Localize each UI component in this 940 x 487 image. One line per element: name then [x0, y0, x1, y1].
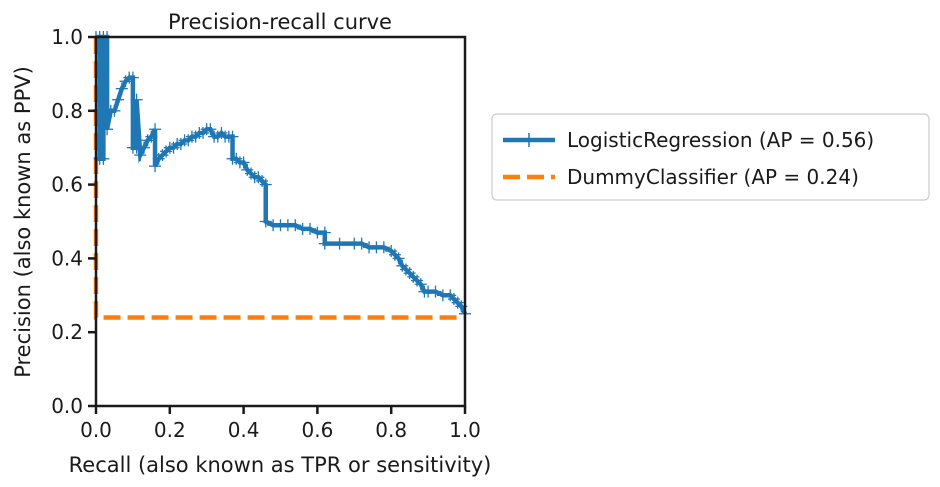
x-axis-ticks: 0.0 0.2 0.4 0.6 0.8 1.0 — [80, 406, 481, 442]
y-tick-label: 0.6 — [51, 173, 83, 197]
y-tick-label: 0.0 — [51, 394, 83, 418]
series-point — [259, 178, 272, 191]
x-tick-label: 0.6 — [301, 418, 333, 442]
series-point — [137, 141, 150, 154]
series-point — [134, 149, 147, 162]
x-tick-label: 0.0 — [80, 418, 112, 442]
series-point — [145, 130, 158, 143]
y-tick-label: 1.0 — [51, 25, 83, 49]
series-point — [414, 278, 427, 291]
series-point — [115, 82, 128, 95]
y-tick-label: 0.2 — [51, 320, 83, 344]
y-axis-ticks: 0.0 0.2 0.4 0.6 0.8 1.0 — [51, 25, 96, 418]
series-point — [429, 285, 442, 298]
legend-plus-marker-logistic — [522, 133, 536, 147]
plot-area — [90, 31, 471, 320]
series-point — [112, 93, 125, 106]
series-point — [259, 215, 272, 228]
series-point — [237, 156, 250, 169]
legend-box — [491, 113, 930, 201]
series-point — [149, 160, 162, 173]
x-tick-label: 0.4 — [228, 418, 260, 442]
legend-label-logistic: LogisticRegression (AP = 0.56) — [567, 128, 874, 152]
series-point — [318, 237, 331, 250]
series-point — [392, 252, 405, 265]
x-tick-label: 0.2 — [154, 418, 186, 442]
y-tick-label: 0.8 — [51, 99, 83, 123]
series-point — [204, 123, 217, 136]
series-point — [318, 226, 331, 239]
series-point — [304, 222, 317, 235]
series-point — [126, 71, 139, 84]
x-tick-label: 1.0 — [449, 418, 481, 442]
series-point — [130, 93, 143, 106]
chart-title: Precision-recall curve — [168, 10, 392, 34]
series-point — [101, 123, 114, 136]
series-point — [355, 237, 368, 250]
x-tick-label: 0.8 — [375, 418, 407, 442]
x-axis-label: Recall (also known as TPR or sensitivity… — [69, 453, 492, 477]
series-point — [226, 130, 239, 143]
plot-frame — [94, 35, 467, 408]
series-point — [108, 104, 121, 117]
y-tick-label: 0.4 — [51, 246, 83, 270]
y-axis-label: Precision (also known as PPV) — [11, 66, 35, 378]
series-point — [289, 219, 302, 232]
legend: LogisticRegression (AP = 0.56) DummyClas… — [491, 113, 930, 201]
series-point — [333, 237, 346, 250]
legend-label-dummy: DummyClassifier (AP = 0.24) — [567, 165, 859, 189]
series-point — [149, 123, 162, 136]
series-point — [97, 152, 110, 165]
series-point — [377, 241, 390, 254]
